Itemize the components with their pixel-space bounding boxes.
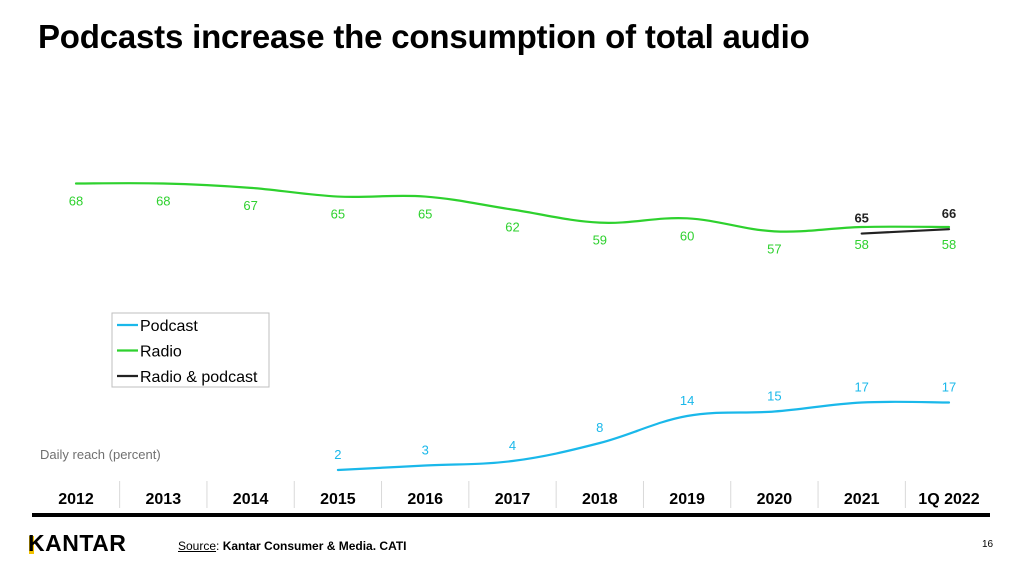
podcast-line bbox=[336, 400, 951, 472]
radio-label-2020: 57 bbox=[767, 241, 781, 256]
radio-label-2015: 65 bbox=[331, 207, 345, 222]
legend-entry: Radio bbox=[140, 344, 182, 361]
logo-accent bbox=[29, 536, 34, 554]
x-tick-label: 2016 bbox=[407, 491, 443, 508]
x-axis: 2012 2013 2014 2015 2016 2017 2018 2019 2020 2021… bbox=[58, 481, 980, 508]
x-tick-label: 2020 bbox=[757, 491, 793, 508]
x-tick-label: 1Q 2022 bbox=[918, 491, 979, 508]
x-tick-label: 2015 bbox=[320, 491, 356, 508]
source-label: Source bbox=[178, 539, 217, 553]
radio-label-2018: 59 bbox=[593, 233, 607, 248]
legend: Podcast Radio Radio & podcast bbox=[111, 312, 270, 388]
page-title: Podcasts increase the consumption of tot… bbox=[38, 18, 810, 55]
radio-podcast-label-1q-2022: 66 bbox=[942, 206, 956, 221]
legend-entry: Radio & podcast bbox=[140, 369, 258, 386]
radio-series: 68 68 67 65 65 62 59 60 57 58 58 bbox=[69, 182, 956, 256]
podcast-label-2021: 17 bbox=[854, 380, 868, 395]
x-tick-label: 2021 bbox=[844, 491, 880, 508]
kantar-logo: KANTAR bbox=[28, 530, 127, 556]
radio-podcast-series: 65 66 bbox=[854, 206, 956, 235]
x-tick-label: 2017 bbox=[495, 491, 531, 508]
radio-label-2013: 68 bbox=[156, 194, 170, 209]
radio-label-2016: 65 bbox=[418, 207, 432, 222]
radio-label-2014: 67 bbox=[243, 198, 257, 213]
podcast-label-2015: 2 bbox=[334, 447, 341, 462]
legend-box bbox=[111, 312, 270, 388]
radio-line bbox=[74, 182, 951, 233]
podcast-label-2019: 14 bbox=[680, 393, 694, 408]
legend-entry: Podcast bbox=[140, 318, 198, 335]
x-tick-label: 2019 bbox=[669, 491, 705, 508]
podcast-label-2016: 3 bbox=[422, 443, 429, 458]
x-tick-label: 2013 bbox=[146, 491, 182, 508]
podcast-label-1q-2022: 17 bbox=[942, 380, 956, 395]
footer-rule bbox=[32, 513, 990, 517]
source-note: Source: Kantar Consumer & Media. CATI bbox=[178, 539, 407, 553]
source-text: Kantar Consumer & Media. CATI bbox=[222, 539, 407, 553]
x-tick-label: 2012 bbox=[58, 491, 94, 508]
podcast-label-2020: 15 bbox=[767, 389, 781, 404]
y-axis-note: Daily reach (percent) bbox=[40, 447, 161, 462]
page-number: 16 bbox=[982, 539, 994, 550]
radio-podcast-line bbox=[860, 228, 951, 235]
x-tick-label: 2018 bbox=[582, 491, 618, 508]
radio-label-2012: 68 bbox=[69, 194, 83, 209]
radio-label-2021: 58 bbox=[854, 237, 868, 252]
x-tick-label: 2014 bbox=[233, 491, 269, 508]
radio-label-1q-2022: 58 bbox=[942, 237, 956, 252]
podcast-label-2018: 8 bbox=[596, 420, 603, 435]
radio-label-2019: 60 bbox=[680, 228, 694, 243]
radio-label-2017: 62 bbox=[505, 220, 519, 235]
radio-podcast-label-2021: 65 bbox=[854, 211, 868, 226]
podcast-series: 2 3 4 8 14 15 17 17 bbox=[334, 380, 956, 472]
podcast-label-2017: 4 bbox=[509, 438, 516, 453]
